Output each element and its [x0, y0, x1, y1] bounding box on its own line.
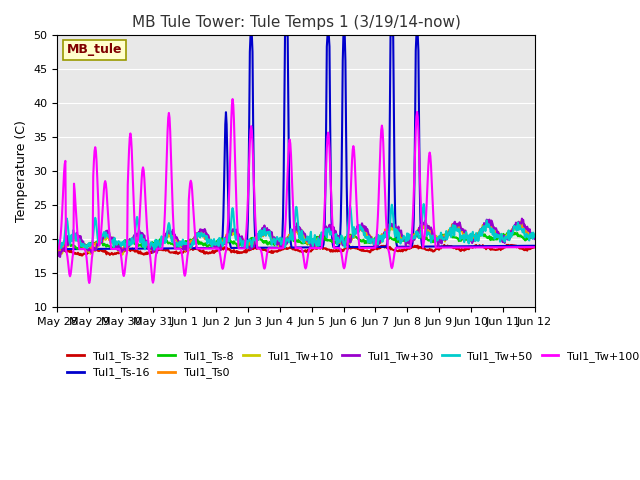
Y-axis label: Temperature (C): Temperature (C) — [15, 120, 28, 222]
Title: MB Tule Tower: Tule Temps 1 (3/19/14-now): MB Tule Tower: Tule Temps 1 (3/19/14-now… — [132, 15, 460, 30]
Text: MB_tule: MB_tule — [67, 44, 122, 57]
Legend: Tul1_Ts-32, Tul1_Ts-16, Tul1_Ts-8, Tul1_Ts0, Tul1_Tw+10, Tul1_Tw+30, Tul1_Tw+50,: Tul1_Ts-32, Tul1_Ts-16, Tul1_Ts-8, Tul1_… — [63, 347, 640, 383]
